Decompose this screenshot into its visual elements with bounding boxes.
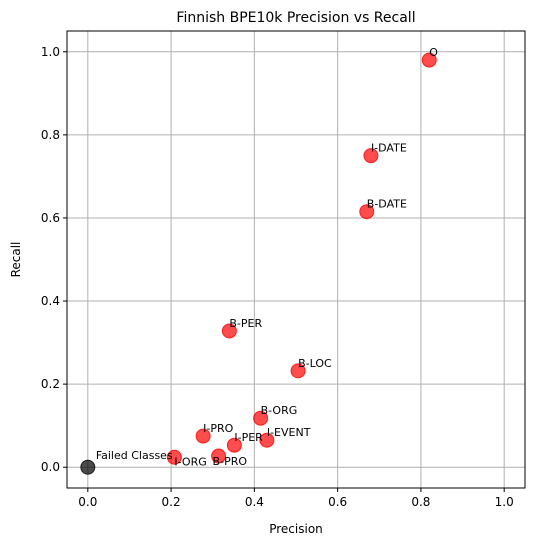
grid (67, 31, 525, 488)
chart-title: Finnish BPE10k Precision vs Recall (176, 10, 415, 26)
data-point (421, 52, 437, 68)
y-tick-label: 1.0 (41, 45, 60, 59)
data-point-label: I-ORG (174, 455, 206, 468)
y-tick-label: 0.0 (41, 460, 60, 474)
data-point (259, 432, 275, 448)
data-point-labels: O I-DATE B-DATE B-PER B-LOC B-ORG I-PRO I-EVENT… (96, 46, 438, 468)
data-point (363, 148, 379, 164)
data-point (166, 449, 182, 465)
data-point-label: Failed Classes (96, 449, 173, 462)
x-tick-label: 1.0 (495, 495, 514, 509)
data-point (253, 410, 269, 426)
data-point-label: I-PER (234, 431, 263, 444)
data-point (290, 363, 306, 379)
y-tick-label: 0.4 (41, 294, 60, 308)
x-tick-label: 0.0 (78, 495, 97, 509)
x-axis-label: Precision (269, 522, 323, 536)
data-point (226, 437, 242, 453)
x-tick-label: 0.6 (328, 495, 347, 509)
data-point-label: B-DATE (367, 198, 407, 211)
data-point-label: I-EVENT (267, 426, 311, 439)
y-tick-label: 0.2 (41, 377, 60, 391)
data-point (359, 204, 375, 220)
y-tick-label: 0.6 (41, 211, 60, 225)
y-tick-label: 0.8 (41, 128, 60, 142)
data-point-label: I-PRO (203, 422, 233, 435)
x-tick-label: 0.4 (245, 495, 264, 509)
x-axis-ticks: 0.0 0.2 0.4 0.6 0.8 1.0 (78, 488, 514, 509)
data-point-label: I-DATE (371, 142, 407, 155)
plot-frame (66, 30, 526, 489)
data-point-label: B-ORG (261, 404, 298, 417)
y-axis-label: Recall (9, 242, 23, 278)
data-point-label: B-LOC (298, 357, 332, 370)
data-point (221, 323, 237, 339)
data-point (80, 459, 96, 475)
x-tick-label: 0.2 (162, 495, 181, 509)
y-axis-ticks: 0.0 0.2 0.4 0.6 0.8 1.0 (41, 45, 67, 474)
data-points (80, 52, 437, 475)
data-point-label: O (429, 46, 438, 59)
data-point-label: B-PER (229, 317, 262, 330)
data-point (211, 448, 227, 464)
x-tick-label: 0.8 (411, 495, 430, 509)
data-point-label: B-PRO (213, 455, 248, 468)
data-point (195, 428, 211, 444)
